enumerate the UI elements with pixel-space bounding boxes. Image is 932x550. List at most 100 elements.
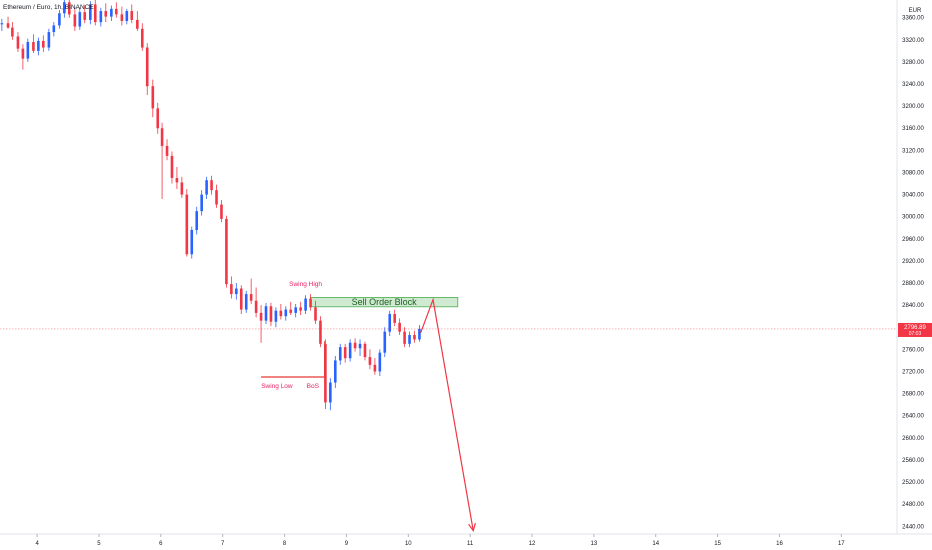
candle-body <box>115 8 118 15</box>
candle-body <box>314 307 317 321</box>
candle <box>314 300 317 324</box>
candle-body <box>47 32 51 48</box>
candle-body <box>145 47 149 87</box>
candle-body <box>244 294 248 310</box>
candle-body <box>279 310 283 317</box>
candle-body <box>42 40 45 48</box>
candle-body <box>151 86 155 109</box>
candle <box>210 175 213 195</box>
price-tick-label: 3080.00 <box>902 170 924 176</box>
candle <box>413 330 416 343</box>
candle-body <box>269 306 273 322</box>
candle <box>299 301 302 316</box>
candle <box>239 285 243 314</box>
candle-body <box>239 288 243 310</box>
candle <box>190 226 194 259</box>
candle <box>279 304 283 320</box>
candle <box>368 349 372 370</box>
candle <box>145 43 149 96</box>
price-tick-label: 2840.00 <box>902 303 924 309</box>
candle <box>393 309 396 327</box>
candle-body <box>418 328 421 340</box>
candle-body <box>58 13 61 26</box>
price-tick-label: 2560.00 <box>902 458 924 464</box>
candle <box>348 339 352 362</box>
candle-body <box>11 27 14 37</box>
candle <box>99 7 103 27</box>
price-tick-label: 2880.00 <box>902 281 924 287</box>
swing-high-label: Swing High <box>289 281 322 288</box>
candle-body <box>329 382 332 403</box>
candle <box>304 295 307 314</box>
candle-body <box>21 48 25 59</box>
time-tick-label: 5 <box>97 541 101 547</box>
candle-body <box>26 42 30 59</box>
candle <box>408 331 411 348</box>
candle-body <box>353 342 357 349</box>
candle <box>83 5 87 24</box>
candle-body <box>294 307 298 313</box>
candle-body <box>156 108 160 129</box>
candle <box>205 176 208 200</box>
candle <box>215 184 218 208</box>
candle-body <box>413 334 416 340</box>
price-tick-label: 3360.00 <box>902 16 924 22</box>
candle <box>353 338 357 352</box>
candle-body <box>249 294 253 301</box>
candle-body <box>120 14 124 22</box>
candle-body <box>304 298 307 311</box>
candle <box>244 290 248 313</box>
price-tick-label: 2720.00 <box>902 369 924 375</box>
candle <box>249 278 253 305</box>
candle-body <box>264 306 268 321</box>
candle-body <box>6 23 10 28</box>
candle-body <box>37 40 40 51</box>
candle <box>264 302 268 324</box>
candle-body <box>140 28 144 48</box>
candle-body <box>358 343 362 349</box>
candle-body <box>16 36 20 49</box>
candle <box>156 102 160 134</box>
time-tick-label: 17 <box>838 541 845 547</box>
price-tick-label: 2920.00 <box>902 259 924 265</box>
candle-body <box>175 178 179 183</box>
time-tick-label: 13 <box>591 541 598 547</box>
candle-body <box>274 310 278 322</box>
projection-arrow-path <box>420 297 474 531</box>
candle <box>21 44 25 70</box>
candle <box>418 325 421 342</box>
candle <box>136 11 139 31</box>
candle-body <box>324 343 327 403</box>
candle-body <box>309 298 312 308</box>
candle <box>140 23 144 51</box>
candle-body <box>284 309 288 317</box>
candle-body <box>289 309 293 313</box>
candle <box>160 122 164 200</box>
candle <box>89 1 92 25</box>
candle <box>403 327 406 348</box>
candle <box>254 287 258 318</box>
candle <box>333 356 337 389</box>
candle <box>47 28 51 51</box>
candle-body <box>398 322 401 332</box>
last-price-value: 2796.89 <box>904 325 926 331</box>
candle <box>343 343 347 363</box>
candle <box>32 34 35 54</box>
price-tick-label: 3280.00 <box>902 60 924 66</box>
candle-body <box>373 364 377 372</box>
candle <box>220 200 223 223</box>
candle-body <box>235 288 238 295</box>
time-axis[interactable]: 4 5 6 7 8 9 10 11 12 13 14 15 16 17 <box>35 534 845 547</box>
candle-body <box>0 23 4 25</box>
candle <box>319 316 322 348</box>
price-tick-label: 3040.00 <box>902 193 924 199</box>
candle-body <box>110 8 113 17</box>
currency-label: EUR <box>909 8 922 14</box>
candle-body <box>136 19 139 29</box>
candle-body <box>383 331 387 353</box>
candle <box>259 305 263 343</box>
time-tick-label: 7 <box>221 541 225 547</box>
price-axis[interactable]: 3360.00 3320.00 3280.00 3240.00 3200.00 3160.… <box>902 16 924 531</box>
